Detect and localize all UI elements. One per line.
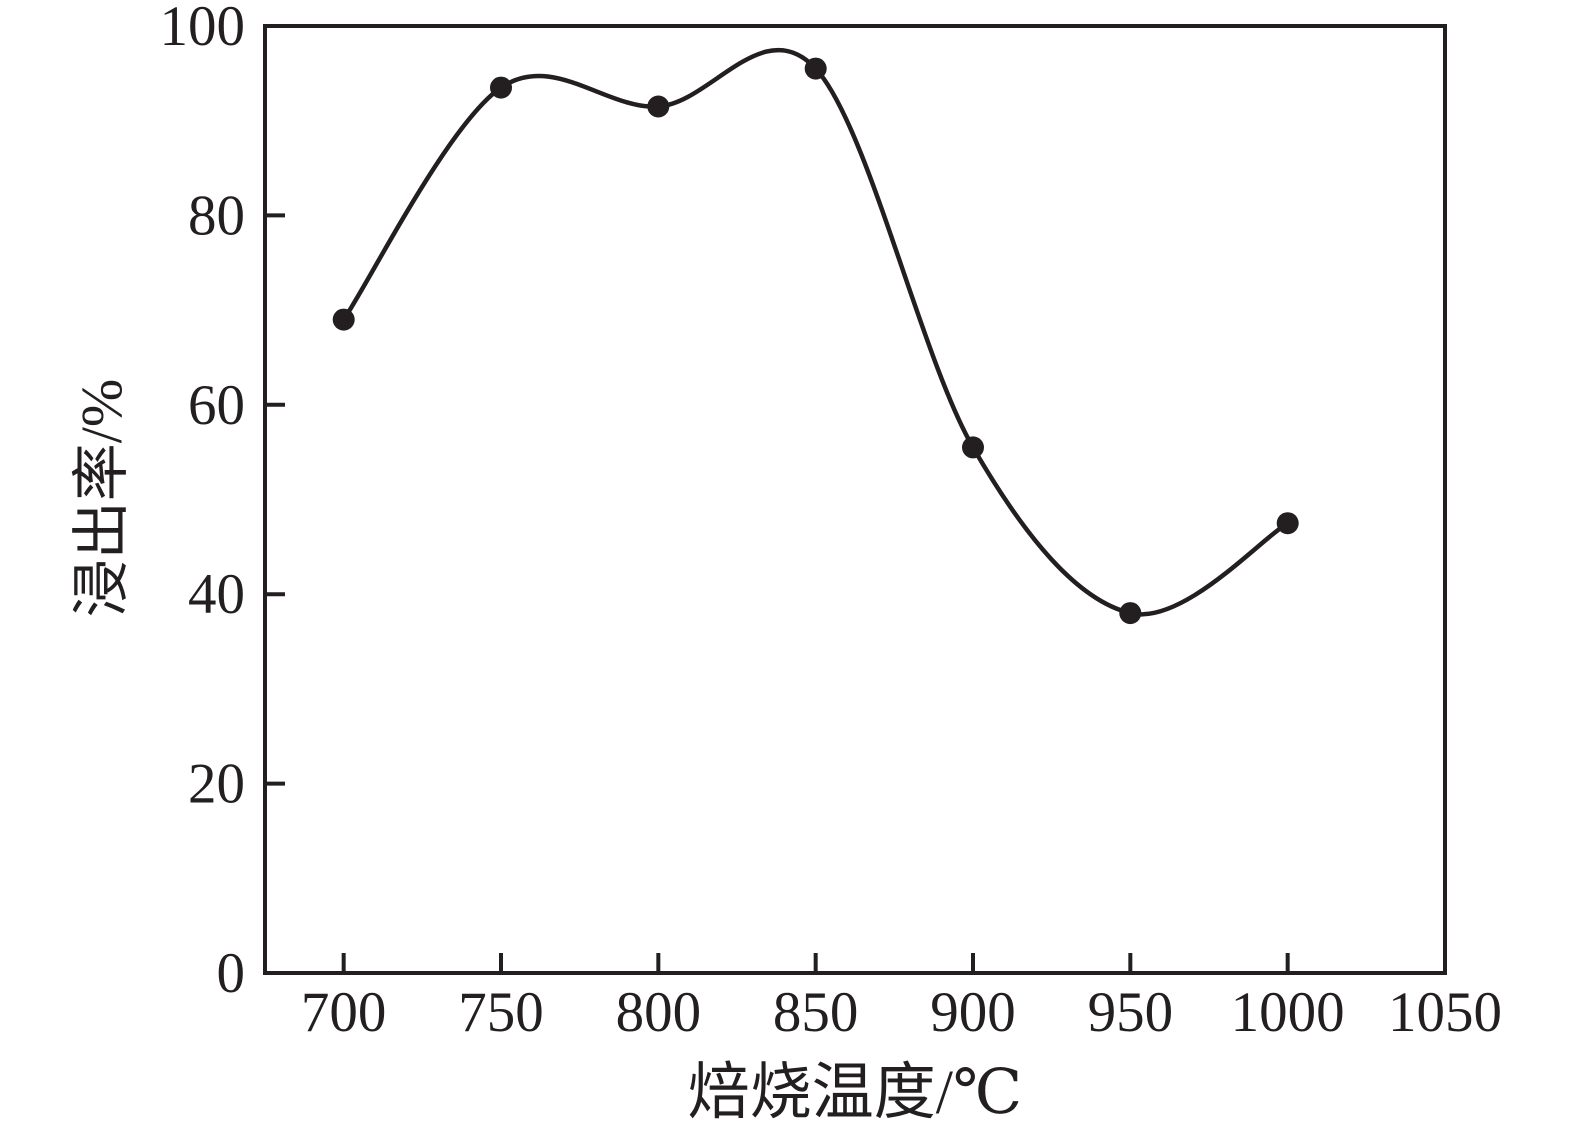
data-point-marker xyxy=(1276,512,1299,535)
y-tick-label: 0 xyxy=(217,942,246,1005)
x-tick-label: 700 xyxy=(301,981,387,1044)
x-tick-label: 850 xyxy=(773,981,859,1044)
data-point-marker xyxy=(804,57,827,80)
x-axis-title: 焙烧温度/℃ xyxy=(687,1059,1023,1127)
data-point-marker xyxy=(647,95,670,118)
x-tick-label: 1000 xyxy=(1231,981,1345,1044)
x-tick-label: 900 xyxy=(930,981,1016,1044)
y-tick-label: 40 xyxy=(188,563,245,626)
y-axis-title: 浸出率/% xyxy=(69,378,134,618)
y-tick-label: 100 xyxy=(160,0,246,58)
data-curve xyxy=(341,47,1290,617)
x-tick-label: 1050 xyxy=(1388,981,1502,1044)
data-point-marker xyxy=(332,308,355,331)
data-point-marker xyxy=(490,76,512,99)
x-tick-label: 750 xyxy=(458,981,544,1044)
x-tick-label: 950 xyxy=(1088,981,1174,1044)
x-tick-label: 800 xyxy=(616,981,702,1044)
y-tick-label: 20 xyxy=(188,753,245,816)
data-point-marker xyxy=(1119,602,1142,625)
y-tick-label: 80 xyxy=(188,184,245,247)
data-point-marker xyxy=(962,436,984,459)
y-tick-label: 60 xyxy=(188,374,245,437)
plot-frame xyxy=(263,24,1447,975)
